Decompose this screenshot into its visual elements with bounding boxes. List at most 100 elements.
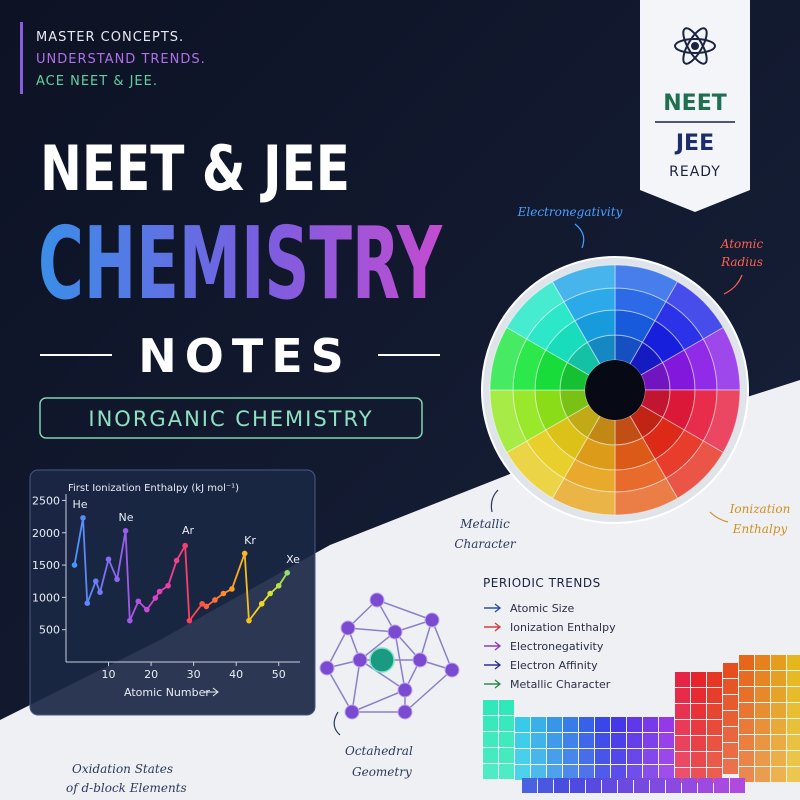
y-tick-label: 1500: [32, 559, 60, 572]
bond: [347, 627, 396, 633]
bond: [404, 669, 453, 713]
table-cell: [771, 671, 786, 686]
subtitle-box: [39, 397, 423, 439]
table-cell: [659, 717, 674, 732]
trend-arrow: [484, 641, 502, 651]
table-cell: [499, 764, 514, 779]
badge-text: READY: [669, 164, 721, 180]
peak-label: He: [72, 498, 87, 511]
data-point: [186, 617, 193, 624]
table-cell: [739, 655, 754, 670]
table-cell: [771, 751, 786, 766]
table-cell: [579, 749, 594, 764]
data-point: [122, 528, 129, 534]
table-cell: [595, 765, 610, 780]
trend-arrow: [484, 679, 502, 689]
data-point: [165, 582, 171, 589]
table-cell: [499, 716, 514, 731]
caption: Geometry: [352, 765, 412, 779]
table-cell: [563, 749, 578, 764]
table-cell: [483, 700, 498, 715]
table-cell: [771, 687, 786, 702]
x-axis-label: Atomic Number: [124, 686, 210, 699]
central-atom: [369, 647, 395, 673]
table-cell: [643, 717, 658, 732]
periodic-table: [483, 655, 800, 793]
table-cell: [515, 717, 530, 732]
table-cell: [714, 778, 729, 793]
wheel-cell: [702, 326, 741, 391]
table-cell: [723, 679, 738, 694]
table-cell: [595, 749, 610, 764]
table-cell: [499, 732, 514, 747]
bond: [376, 599, 433, 621]
table-cell: [739, 687, 754, 702]
wheel-label: Metallic: [459, 517, 510, 531]
table-cell: [570, 778, 585, 793]
table-cell: [787, 655, 800, 670]
bond: [326, 627, 349, 669]
wheel-cell: [506, 281, 565, 340]
wheel-cell: [702, 389, 741, 454]
wheel-label: Character: [454, 537, 517, 551]
atom: [444, 662, 460, 678]
table-cell: [643, 733, 658, 748]
table-cell: [611, 733, 626, 748]
table-cell: [579, 733, 594, 748]
data-point: [71, 562, 78, 568]
table-cell: [531, 765, 546, 780]
table-cell: [755, 719, 770, 734]
table-cell: [787, 719, 800, 734]
atom: [397, 682, 413, 698]
line-chart: 500 1000 1500 2000 2500 10 20 30 40 50 He Ne Ar Kr Xe: [32, 494, 300, 681]
table-cell: [771, 767, 786, 782]
wheel-cell: [665, 440, 724, 499]
table-cell: [499, 748, 514, 763]
y-tick-label: 2500: [32, 494, 60, 507]
table-cell: [755, 687, 770, 702]
table-cell: [707, 672, 722, 687]
atom: [369, 592, 385, 608]
table-cell: [611, 765, 626, 780]
table-cell: [483, 716, 498, 731]
table-cell: [579, 717, 594, 732]
table-cell: [707, 720, 722, 735]
trend-item: Electronegativity: [510, 640, 604, 653]
atom-icon: [674, 27, 716, 65]
bond: [351, 689, 406, 713]
table-cell: [563, 733, 578, 748]
wheel-cell: [506, 440, 565, 499]
atom: [387, 624, 403, 640]
table-cell: [483, 732, 498, 747]
table-cell: [554, 778, 569, 793]
trend-item: Electron Affinity: [510, 659, 598, 672]
tagline: ACE NEET & JEE.: [36, 74, 158, 89]
table-cell: [755, 671, 770, 686]
table-cell: [771, 735, 786, 750]
data-point: [105, 556, 112, 563]
wheel-label: Atomic: [720, 237, 764, 251]
table-cell: [675, 736, 690, 751]
data-line: [73, 517, 288, 624]
table-cell: [675, 720, 690, 735]
table-cell: [627, 749, 642, 764]
data-point: [84, 600, 91, 606]
table-cell: [547, 765, 562, 780]
table-cell: [634, 778, 649, 793]
table-cell: [723, 695, 738, 710]
x-tick-label: 20: [144, 668, 158, 681]
table-cell: [627, 717, 642, 732]
table-cell: [515, 749, 530, 764]
table-cell: [627, 765, 642, 780]
atom: [340, 620, 356, 636]
table-cell: [723, 727, 738, 742]
table-cell: [691, 672, 706, 687]
y-tick-label: 1000: [32, 591, 60, 604]
atom: [424, 612, 440, 628]
table-cell: [787, 703, 800, 718]
chart-panel: [29, 469, 316, 716]
tagline: UNDERSTAND TRENDS.: [36, 52, 206, 67]
table-cell: [675, 672, 690, 687]
table-cell: [755, 735, 770, 750]
title-line: NEET & JEE: [40, 132, 350, 205]
